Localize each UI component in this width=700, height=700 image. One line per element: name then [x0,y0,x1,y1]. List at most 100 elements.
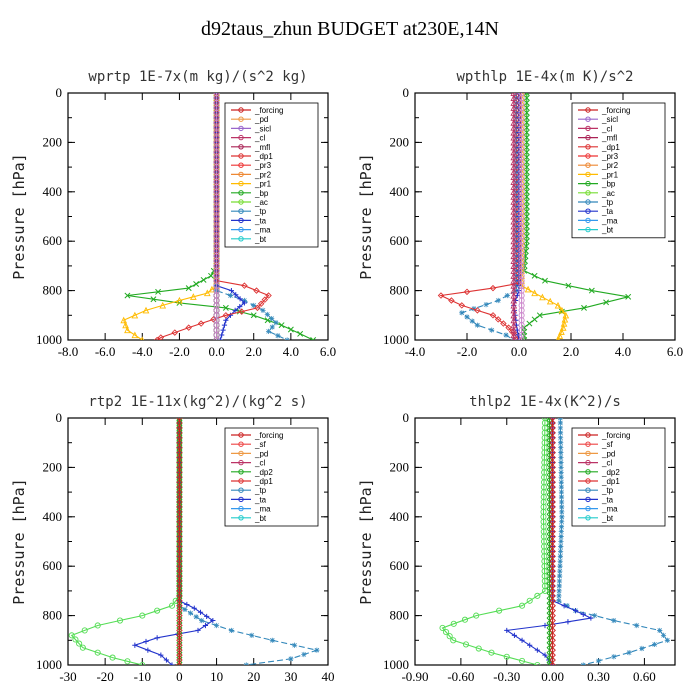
legend-label: _dp1 [254,477,273,486]
y-tick-label: 600 [43,558,63,573]
series-forcing [176,418,183,665]
data-point [523,139,530,146]
legend-marker [585,144,591,150]
y-tick-label: 800 [43,283,63,298]
legend-label: _ac [254,198,268,207]
data-point [523,149,530,156]
legend-marker [238,116,244,122]
data-point [503,332,509,338]
data-point [523,213,530,220]
data-point [253,287,260,294]
legend-label: _bt [254,514,267,523]
data-point [523,208,530,215]
data-point [539,293,546,301]
data-point [265,292,272,299]
legend-marker [238,199,244,205]
data-point [469,318,475,324]
data-point [558,538,564,545]
data-point [213,622,220,629]
data-point [176,661,183,665]
data-point [199,617,205,624]
legend-item: _cl [578,124,612,133]
data-point [536,312,543,319]
data-point [557,563,563,569]
legend-label: _forcing [601,106,630,115]
data-point [185,324,192,331]
data-point [511,632,518,638]
data-point [145,647,151,653]
legend-item: _forcing [578,431,630,440]
y-tick-label: 1000 [36,332,62,347]
data-point [626,650,632,656]
data-point [473,612,480,619]
legend-item: _forcing [578,106,630,115]
y-tick-label: 0 [56,410,63,425]
legend-marker [238,217,244,224]
series-group [120,93,317,340]
legend-label: _cl [601,459,612,468]
data-point [523,174,530,180]
x-tick-label: 6.0 [667,344,683,359]
data-point [523,99,530,106]
legend-item: _ma [231,505,271,514]
data-point [139,612,146,619]
panel-title: wprtp 1E-7x(m kg)/(s^2 kg) [88,69,307,85]
data-point [288,656,294,662]
data-point [523,243,530,250]
legend-label: _ma [601,216,618,225]
series-line [133,418,214,665]
data-point [557,548,564,554]
data-point [558,484,564,490]
data-point [559,324,567,331]
data-point [154,635,160,641]
legend-label: _pd [254,115,268,124]
data-point [238,308,245,315]
legend-item: _tp [578,198,614,207]
series-dp1 [68,418,183,665]
legend-item: _ma [231,226,271,235]
legend-item: _sf [231,440,266,449]
data-point [524,285,532,293]
data-point [489,327,495,333]
data-point [558,474,564,480]
data-point [558,454,564,461]
data-point [558,445,564,451]
data-point [182,606,188,613]
data-point [202,622,209,629]
legend-marker [238,450,244,457]
data-point [269,324,275,330]
y-tick-label: 400 [390,509,410,524]
legend-item: _bt [231,514,267,523]
data-point [210,316,217,323]
legend-marker [238,180,244,187]
data-point [168,602,176,609]
data-point [79,644,86,651]
legend-item: _cl [231,459,265,468]
legend-label: _bt [601,226,614,235]
legend-marker [585,116,591,122]
data-point [278,322,285,329]
legend-label: _dp1 [254,152,273,161]
series-line [441,418,546,665]
legend-item: _tp [578,486,614,495]
legend-marker [238,134,244,141]
legend-label: _pr2 [601,161,619,170]
data-point [109,654,116,661]
data-point [150,296,157,303]
data-point [496,607,503,614]
data-point [193,614,199,620]
legend-marker [585,190,591,196]
data-point [523,129,530,136]
data-point [191,605,197,611]
data-point [521,337,528,340]
data-point [531,289,538,297]
data-point [273,320,279,326]
legend-marker [238,190,244,196]
legend-marker [238,236,244,242]
data-point [68,632,75,639]
y-tick-label: 400 [390,184,410,199]
data-point [523,183,530,190]
data-point [154,607,161,614]
data-point [557,420,563,426]
data-point [516,93,522,96]
